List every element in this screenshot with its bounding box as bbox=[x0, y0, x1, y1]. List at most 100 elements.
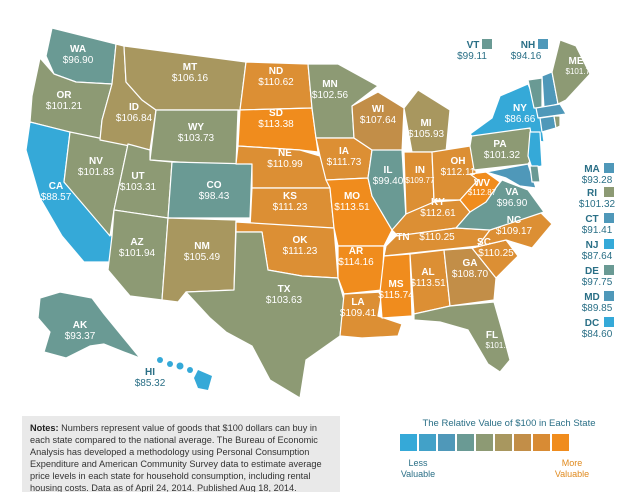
label-ar-value: $114.16 bbox=[338, 257, 374, 268]
label-or-abbr: OR bbox=[57, 90, 73, 101]
legend-title: The Relative Value of $100 in Each State bbox=[422, 418, 596, 429]
hi-island-big bbox=[194, 370, 212, 390]
hi-island-4 bbox=[187, 367, 193, 373]
label-id-abbr: ID bbox=[129, 102, 139, 113]
label-ok-value: $111.23 bbox=[283, 246, 318, 257]
label-me-value: $101.73 bbox=[566, 67, 595, 76]
label-mt-value: $106.16 bbox=[172, 73, 209, 84]
label-az-abbr: AZ bbox=[130, 237, 143, 248]
label-al-abbr: AL bbox=[421, 267, 434, 278]
label-ny-value: $86.66 bbox=[505, 114, 536, 125]
label-pa-abbr: PA bbox=[493, 139, 506, 150]
callout-ma: MA $93.28 bbox=[582, 163, 614, 186]
callout-ri-swatch bbox=[604, 187, 614, 197]
state-labels: WA $96.90 OR $101.21 CA $88.57 NV $101.8… bbox=[41, 44, 595, 350]
label-nd-abbr: ND bbox=[269, 66, 283, 77]
legend-less-label: Less Valuable bbox=[400, 458, 436, 479]
legend-swatch-1 bbox=[400, 434, 417, 451]
callout-nh: NH $94.16 bbox=[511, 39, 548, 62]
label-va-abbr: VA bbox=[505, 187, 518, 198]
callout-md-value: $89.85 bbox=[582, 303, 613, 314]
label-nd-value: $110.62 bbox=[258, 77, 294, 88]
label-oh-value: $112.11 bbox=[441, 167, 476, 178]
label-ca-value: $88.57 bbox=[41, 192, 72, 203]
state-me bbox=[551, 39, 591, 105]
label-ia-abbr: IA bbox=[339, 146, 349, 157]
callout-ri: RI $101.32 bbox=[579, 187, 616, 210]
label-ia-value: $111.73 bbox=[327, 157, 362, 168]
callout-ma-swatch bbox=[604, 163, 614, 173]
label-ne-value: $110.99 bbox=[267, 159, 303, 170]
state-mi bbox=[403, 89, 451, 153]
label-mo-value: $113.51 bbox=[334, 202, 370, 213]
legend-swatch-6 bbox=[495, 434, 512, 451]
state-md bbox=[485, 163, 537, 189]
legend-swatch-9 bbox=[552, 434, 569, 451]
label-al-value: $113.51 bbox=[410, 278, 446, 289]
state-ri bbox=[553, 115, 561, 129]
label-oh-abbr: OH bbox=[451, 156, 466, 167]
label-tx-value: $103.63 bbox=[266, 295, 303, 306]
callout-nj: NJ $87.64 bbox=[582, 239, 614, 262]
label-wi-abbr: WI bbox=[372, 104, 384, 115]
callout-ct-value: $91.41 bbox=[582, 225, 613, 236]
callout-ct: CT $91.41 bbox=[582, 213, 614, 236]
callout-dc-value: $84.60 bbox=[582, 329, 613, 340]
callout-nj-value: $87.64 bbox=[582, 251, 613, 262]
callout-vt-value: $99.11 bbox=[457, 51, 487, 62]
notes-box: Notes: Numbers represent value of goods … bbox=[22, 416, 340, 492]
callout-dc-abbr: DC bbox=[585, 318, 599, 329]
callout-nh-abbr: NH bbox=[521, 40, 535, 51]
label-wv-value: $112.87 bbox=[468, 188, 497, 197]
label-hi-abbr: HI bbox=[145, 367, 155, 378]
state-ak bbox=[37, 291, 141, 359]
label-la-value: $109.41 bbox=[340, 308, 377, 319]
callout-nh-swatch bbox=[538, 39, 548, 49]
label-ne-abbr: NE bbox=[278, 148, 292, 159]
callout-md-abbr: MD bbox=[584, 292, 600, 303]
callout-vt-swatch bbox=[482, 39, 492, 49]
hi-island-3 bbox=[176, 362, 184, 370]
callout-ct-swatch bbox=[604, 213, 614, 223]
label-co-value: $98.43 bbox=[199, 191, 230, 202]
callout-dc: DC $84.60 bbox=[582, 317, 614, 340]
label-il-value: $99.40 bbox=[373, 176, 404, 187]
label-mi-value: $105.93 bbox=[408, 129, 445, 140]
label-mi-abbr: MI bbox=[420, 118, 431, 129]
label-ca-abbr: CA bbox=[49, 181, 63, 192]
state-de bbox=[529, 165, 541, 183]
callout-de: DE $97.75 bbox=[582, 265, 614, 288]
label-fl-abbr: FL bbox=[486, 330, 498, 341]
legend-swatch-8 bbox=[533, 434, 550, 451]
legend-more-label: More Valuable bbox=[554, 458, 590, 479]
label-ga-abbr: GA bbox=[463, 258, 478, 269]
callout-nj-swatch bbox=[604, 239, 614, 249]
callout-nj-abbr: NJ bbox=[586, 240, 599, 251]
callout-de-value: $97.75 bbox=[582, 277, 613, 288]
label-id-value: $106.84 bbox=[116, 113, 153, 124]
state-nj bbox=[527, 131, 543, 169]
label-nc-abbr: NC bbox=[507, 215, 521, 226]
label-wa-value: $96.90 bbox=[63, 55, 94, 66]
label-wa-abbr: WA bbox=[70, 44, 86, 55]
callout-ri-abbr: RI bbox=[587, 188, 597, 199]
label-co-abbr: CO bbox=[207, 180, 222, 191]
label-pa-value: $101.32 bbox=[484, 150, 521, 161]
label-wv-abbr: WV bbox=[474, 178, 490, 189]
legend-swatch-3 bbox=[438, 434, 455, 451]
label-ms-abbr: MS bbox=[389, 279, 404, 290]
state-ar bbox=[337, 245, 385, 295]
label-ar-abbr: AR bbox=[349, 246, 364, 257]
label-in-abbr: IN bbox=[415, 165, 425, 176]
callout-dc-swatch bbox=[604, 317, 614, 327]
state-ma bbox=[535, 103, 567, 119]
label-ky-abbr: KY bbox=[431, 197, 445, 208]
state-ms bbox=[379, 253, 413, 319]
hi-island-1 bbox=[157, 357, 163, 363]
label-sd-abbr: SD bbox=[269, 108, 283, 119]
label-or-value: $101.21 bbox=[46, 101, 83, 112]
callout-ct-abbr: CT bbox=[585, 214, 598, 225]
label-nv-abbr: NV bbox=[89, 156, 103, 167]
label-nc-value: $109.17 bbox=[496, 226, 533, 237]
label-ok-abbr: OK bbox=[293, 235, 309, 246]
